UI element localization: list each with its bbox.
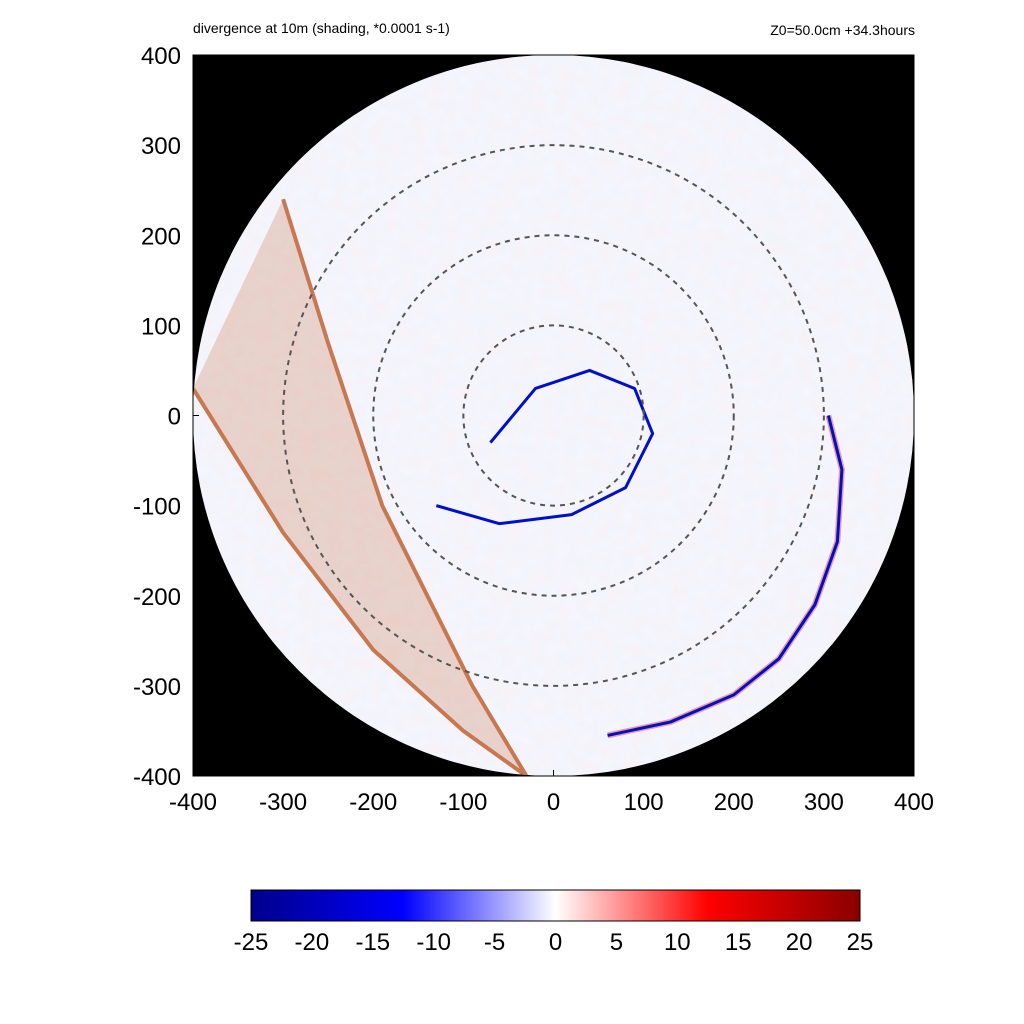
colorbar-tick-label: -25 bbox=[234, 929, 269, 956]
range-ring-100 bbox=[462, 324, 645, 507]
model-domain bbox=[193, 55, 914, 776]
colorbar-tick-label: -10 bbox=[416, 929, 451, 956]
x-tick-label: -300 bbox=[259, 789, 307, 816]
y-tick-label: 100 bbox=[141, 313, 181, 340]
x-tick-label: 100 bbox=[624, 789, 664, 816]
cold-pool-band-edge-west bbox=[193, 387, 528, 776]
y-tick-label: -300 bbox=[133, 674, 181, 701]
colorbar-tick-label: 20 bbox=[786, 929, 813, 956]
y-tick-label: -100 bbox=[133, 494, 181, 521]
range-ring-300 bbox=[282, 144, 825, 687]
chart-title: divergence at 10m (shading, *0.0001 s-1) bbox=[193, 20, 450, 36]
colorbar-tick-label: 15 bbox=[725, 929, 752, 956]
outer-convergence-line bbox=[607, 415, 844, 737]
colorbar-tick-label: 0 bbox=[549, 929, 562, 956]
divergence-texture-red bbox=[193, 55, 914, 776]
x-tick-label: 200 bbox=[714, 789, 754, 816]
x-tick-label: 400 bbox=[894, 789, 934, 816]
colorbar-tick-label: -15 bbox=[355, 929, 390, 956]
x-tick-label: 0 bbox=[547, 789, 560, 816]
y-tick-label: -400 bbox=[133, 764, 181, 791]
colorbar-gradient bbox=[250, 889, 861, 922]
colorbar-tick-label: 5 bbox=[610, 929, 623, 956]
colorbar-tick-label: 25 bbox=[847, 929, 874, 956]
cold-pool-band-edge-east bbox=[281, 198, 529, 776]
y-tick-label: -200 bbox=[133, 584, 181, 611]
x-tick-label: -200 bbox=[349, 789, 397, 816]
spiral-convergence-band bbox=[435, 368, 655, 526]
x-tick-label: 300 bbox=[804, 789, 844, 816]
colorbar-tick-label: -20 bbox=[295, 929, 330, 956]
colorbar-tick-label: 10 bbox=[664, 929, 691, 956]
cold-pool-band bbox=[193, 199, 527, 776]
y-tick-label: 0 bbox=[168, 404, 181, 431]
colorbar: -25 -20 -15 -10 -5 0 5 10 15 20 25 bbox=[234, 889, 874, 956]
chart-info-label: Z0=50.0cm +34.3hours bbox=[770, 22, 915, 38]
x-tick-label: -400 bbox=[169, 789, 217, 816]
colorbar-tick-label: -5 bbox=[484, 929, 505, 956]
y-tick-label: 200 bbox=[141, 223, 181, 250]
y-tick-label: 300 bbox=[141, 133, 181, 160]
y-tick-label: 400 bbox=[141, 43, 181, 70]
range-ring-200 bbox=[372, 234, 735, 597]
x-tick-label: -100 bbox=[439, 789, 487, 816]
